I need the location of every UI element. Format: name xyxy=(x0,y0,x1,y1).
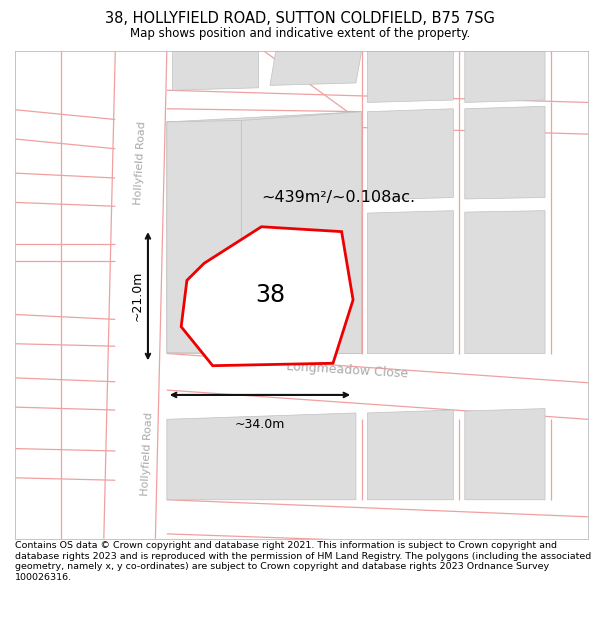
Polygon shape xyxy=(367,51,454,102)
Polygon shape xyxy=(465,409,545,500)
Polygon shape xyxy=(270,51,362,86)
Text: Longmeadow Close: Longmeadow Close xyxy=(286,361,409,381)
Polygon shape xyxy=(465,51,545,102)
Text: 38, HOLLYFIELD ROAD, SUTTON COLDFIELD, B75 7SG: 38, HOLLYFIELD ROAD, SUTTON COLDFIELD, B… xyxy=(105,11,495,26)
Text: ~21.0m: ~21.0m xyxy=(130,271,143,321)
Text: ~34.0m: ~34.0m xyxy=(235,418,285,431)
Polygon shape xyxy=(167,112,362,354)
Polygon shape xyxy=(465,211,545,354)
Polygon shape xyxy=(367,211,454,354)
Text: Contains OS data © Crown copyright and database right 2021. This information is : Contains OS data © Crown copyright and d… xyxy=(15,541,591,581)
Text: Hollyfield Road: Hollyfield Road xyxy=(140,411,154,496)
Polygon shape xyxy=(167,121,241,354)
Polygon shape xyxy=(173,51,259,90)
Text: Map shows position and indicative extent of the property.: Map shows position and indicative extent… xyxy=(130,27,470,40)
Text: ~439m²/~0.108ac.: ~439m²/~0.108ac. xyxy=(262,190,416,205)
Polygon shape xyxy=(167,413,356,500)
Polygon shape xyxy=(241,112,362,354)
Text: Hollyfield Road: Hollyfield Road xyxy=(133,121,147,206)
Polygon shape xyxy=(367,109,454,200)
Polygon shape xyxy=(465,106,545,199)
Polygon shape xyxy=(367,410,454,500)
Polygon shape xyxy=(181,227,353,366)
Text: 38: 38 xyxy=(256,282,286,307)
